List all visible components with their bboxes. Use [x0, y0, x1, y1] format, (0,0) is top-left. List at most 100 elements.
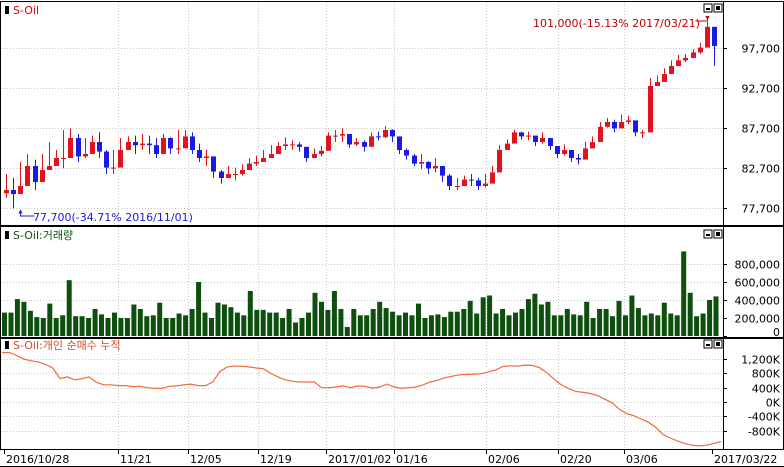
candle-body: [526, 135, 531, 137]
candle-body: [362, 142, 367, 147]
volume-bar: [351, 309, 357, 336]
volume-y-tick-label: 800,000: [735, 259, 781, 272]
volume-bar: [629, 295, 635, 336]
candle-body: [512, 132, 517, 144]
volume-bar: [286, 309, 292, 336]
volume-bar: [558, 315, 564, 336]
candle-body: [426, 162, 431, 169]
volume-bar: [234, 312, 240, 336]
candle-body: [61, 158, 66, 159]
candle-body: [254, 162, 259, 164]
individual-net-buy-line-layer: [2, 351, 722, 447]
price-y-tick-label: 77,700: [742, 203, 781, 216]
volume-bar: [545, 301, 551, 336]
volume-bar: [584, 301, 590, 336]
candle-body: [111, 167, 116, 169]
candle-body: [104, 151, 109, 168]
volume-y-tick-label: 400,000: [735, 295, 781, 308]
volume-bar: [60, 315, 66, 336]
volume-bar: [202, 312, 208, 336]
volume-bar: [99, 314, 104, 336]
individual-net-buy-line: [2, 351, 722, 447]
candle-body: [197, 150, 202, 158]
volume-bar: [525, 299, 531, 336]
volume-bar: [228, 307, 234, 336]
candle-body: [183, 136, 188, 149]
volume-bar: [170, 318, 176, 336]
price-panel-frame: [0, 1, 784, 226]
candle-body: [168, 138, 173, 149]
volume-bar: [623, 315, 628, 336]
candle-body: [4, 190, 9, 194]
volume-bar: [603, 309, 609, 336]
individual-panel-buttons[interactable]: [703, 339, 723, 349]
volume-bar: [157, 302, 163, 336]
volume-bar: [312, 292, 318, 336]
candle-body: [519, 132, 524, 137]
candle-body: [497, 150, 502, 173]
price-panel-header: S-Oil: [5, 4, 39, 17]
candle-body: [555, 146, 560, 154]
candle-body: [25, 166, 30, 186]
individual-panel-header: S-Oil:개인 순매수 누적: [5, 339, 121, 352]
volume-bar: [344, 327, 350, 336]
volume-bar: [163, 318, 169, 336]
candle-body: [290, 144, 295, 146]
candle-body: [297, 144, 302, 147]
volume-bar: [357, 315, 363, 336]
volume-bar: [124, 318, 130, 336]
volume-panel-title: S-Oil:거래량: [13, 229, 73, 242]
high-marker-arrow: [705, 16, 710, 20]
volume-bar: [267, 312, 273, 336]
candle-body: [47, 166, 52, 170]
volume-bar: [590, 318, 596, 336]
volume-y-tick-label: 200,000: [735, 313, 781, 326]
candle-body: [419, 162, 424, 164]
low-marker-arrow: [18, 209, 23, 214]
candle-body: [562, 150, 567, 154]
volume-y-tick-label: 600,000: [735, 277, 781, 290]
volume-bar: [642, 315, 648, 336]
panel-marker-icon: [5, 341, 9, 349]
candle-body: [18, 186, 23, 194]
volume-bar: [500, 309, 506, 336]
candle-body: [455, 186, 460, 187]
candle-body: [326, 135, 331, 151]
volume-bar: [571, 314, 577, 336]
volume-bar: [176, 313, 182, 336]
candle-body: [598, 126, 603, 142]
volume-bar: [21, 301, 27, 336]
volume-bar: [53, 318, 59, 336]
candle-body: [626, 120, 631, 122]
price-panel-buttons[interactable]: [703, 3, 723, 13]
candle-body: [354, 142, 359, 145]
x-tick-label: 2017/01/02: [328, 453, 391, 466]
volume-bar: [687, 292, 693, 336]
individual-y-tick-label: 0K: [766, 397, 781, 410]
volume-bar: [480, 297, 486, 336]
volume-panel-buttons[interactable]: [703, 229, 723, 239]
candle-body: [369, 136, 374, 147]
volume-bar: [254, 309, 260, 336]
candle-body: [605, 122, 610, 127]
x-tick-label: 02/20: [560, 453, 592, 466]
candle-body: [705, 26, 710, 48]
candle-body: [97, 142, 102, 152]
candle-body: [404, 150, 409, 156]
volume-bar: [86, 318, 92, 336]
volume-bar: [648, 313, 654, 336]
volume-bar: [8, 312, 14, 336]
candle-body: [590, 142, 595, 149]
candle-body: [219, 171, 224, 178]
volume-bar: [14, 299, 20, 336]
volume-bar: [409, 315, 415, 336]
price-y-tick-label: 82,700: [742, 163, 781, 176]
candlestick-layer: [4, 16, 717, 217]
candle-body: [133, 142, 138, 146]
candle-body: [383, 130, 388, 138]
candle-body: [412, 155, 417, 164]
candle-body: [68, 138, 73, 158]
candle-body: [333, 135, 338, 137]
volume-bar: [79, 316, 85, 336]
